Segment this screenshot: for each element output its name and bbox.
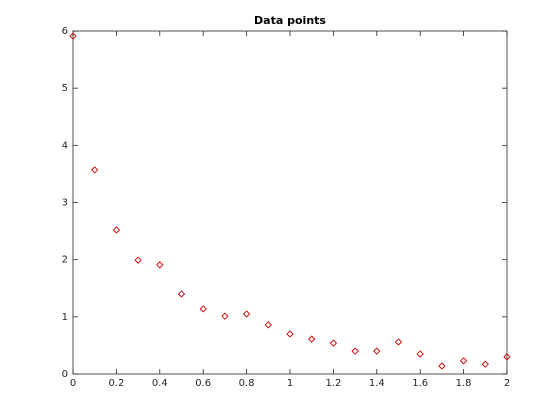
data-point: [394, 338, 403, 346]
x-tick-label: 1.4: [369, 378, 385, 389]
data-point: [177, 290, 186, 298]
x-tick-label: 0.6: [195, 378, 211, 389]
data-point: [438, 362, 446, 370]
x-tick-label: 0.8: [239, 378, 255, 389]
data-point: [329, 339, 338, 347]
plot-area: [72, 30, 508, 375]
x-tick-label: 1.2: [325, 378, 341, 389]
y-tick-label: 1: [62, 312, 68, 323]
data-point: [351, 347, 359, 355]
x-tick-label: 0.4: [152, 378, 168, 389]
y-tick-label: 2: [62, 255, 68, 266]
y-tick-label: 0: [62, 369, 68, 380]
x-tick-label: 1.8: [456, 378, 472, 389]
data-point: [308, 335, 316, 343]
data-point: [91, 166, 99, 174]
x-tick-label: 1.6: [412, 378, 428, 389]
data-point: [69, 32, 77, 40]
data-point: [112, 226, 121, 234]
y-tick-label: 6: [62, 26, 68, 37]
data-point: [481, 360, 489, 368]
data-point: [134, 256, 142, 264]
data-point: [286, 330, 294, 338]
data-point: [459, 357, 468, 365]
data-point: [373, 347, 381, 355]
x-tick-label: 2: [504, 378, 510, 389]
data-point: [416, 350, 424, 358]
data-point: [242, 310, 251, 318]
data-point: [156, 261, 164, 269]
y-tick-label: 4: [62, 140, 68, 151]
chart-title: Data points: [254, 14, 326, 27]
x-tick-label: 1: [287, 378, 293, 389]
data-point: [199, 305, 207, 313]
data-point: [264, 321, 272, 329]
x-tick-label: 0: [70, 378, 76, 389]
data-point: [503, 353, 511, 361]
x-tick-label: 0.2: [108, 378, 124, 389]
data-point: [221, 312, 229, 320]
y-tick-label: 5: [62, 83, 68, 94]
y-tick-label: 3: [62, 198, 68, 209]
